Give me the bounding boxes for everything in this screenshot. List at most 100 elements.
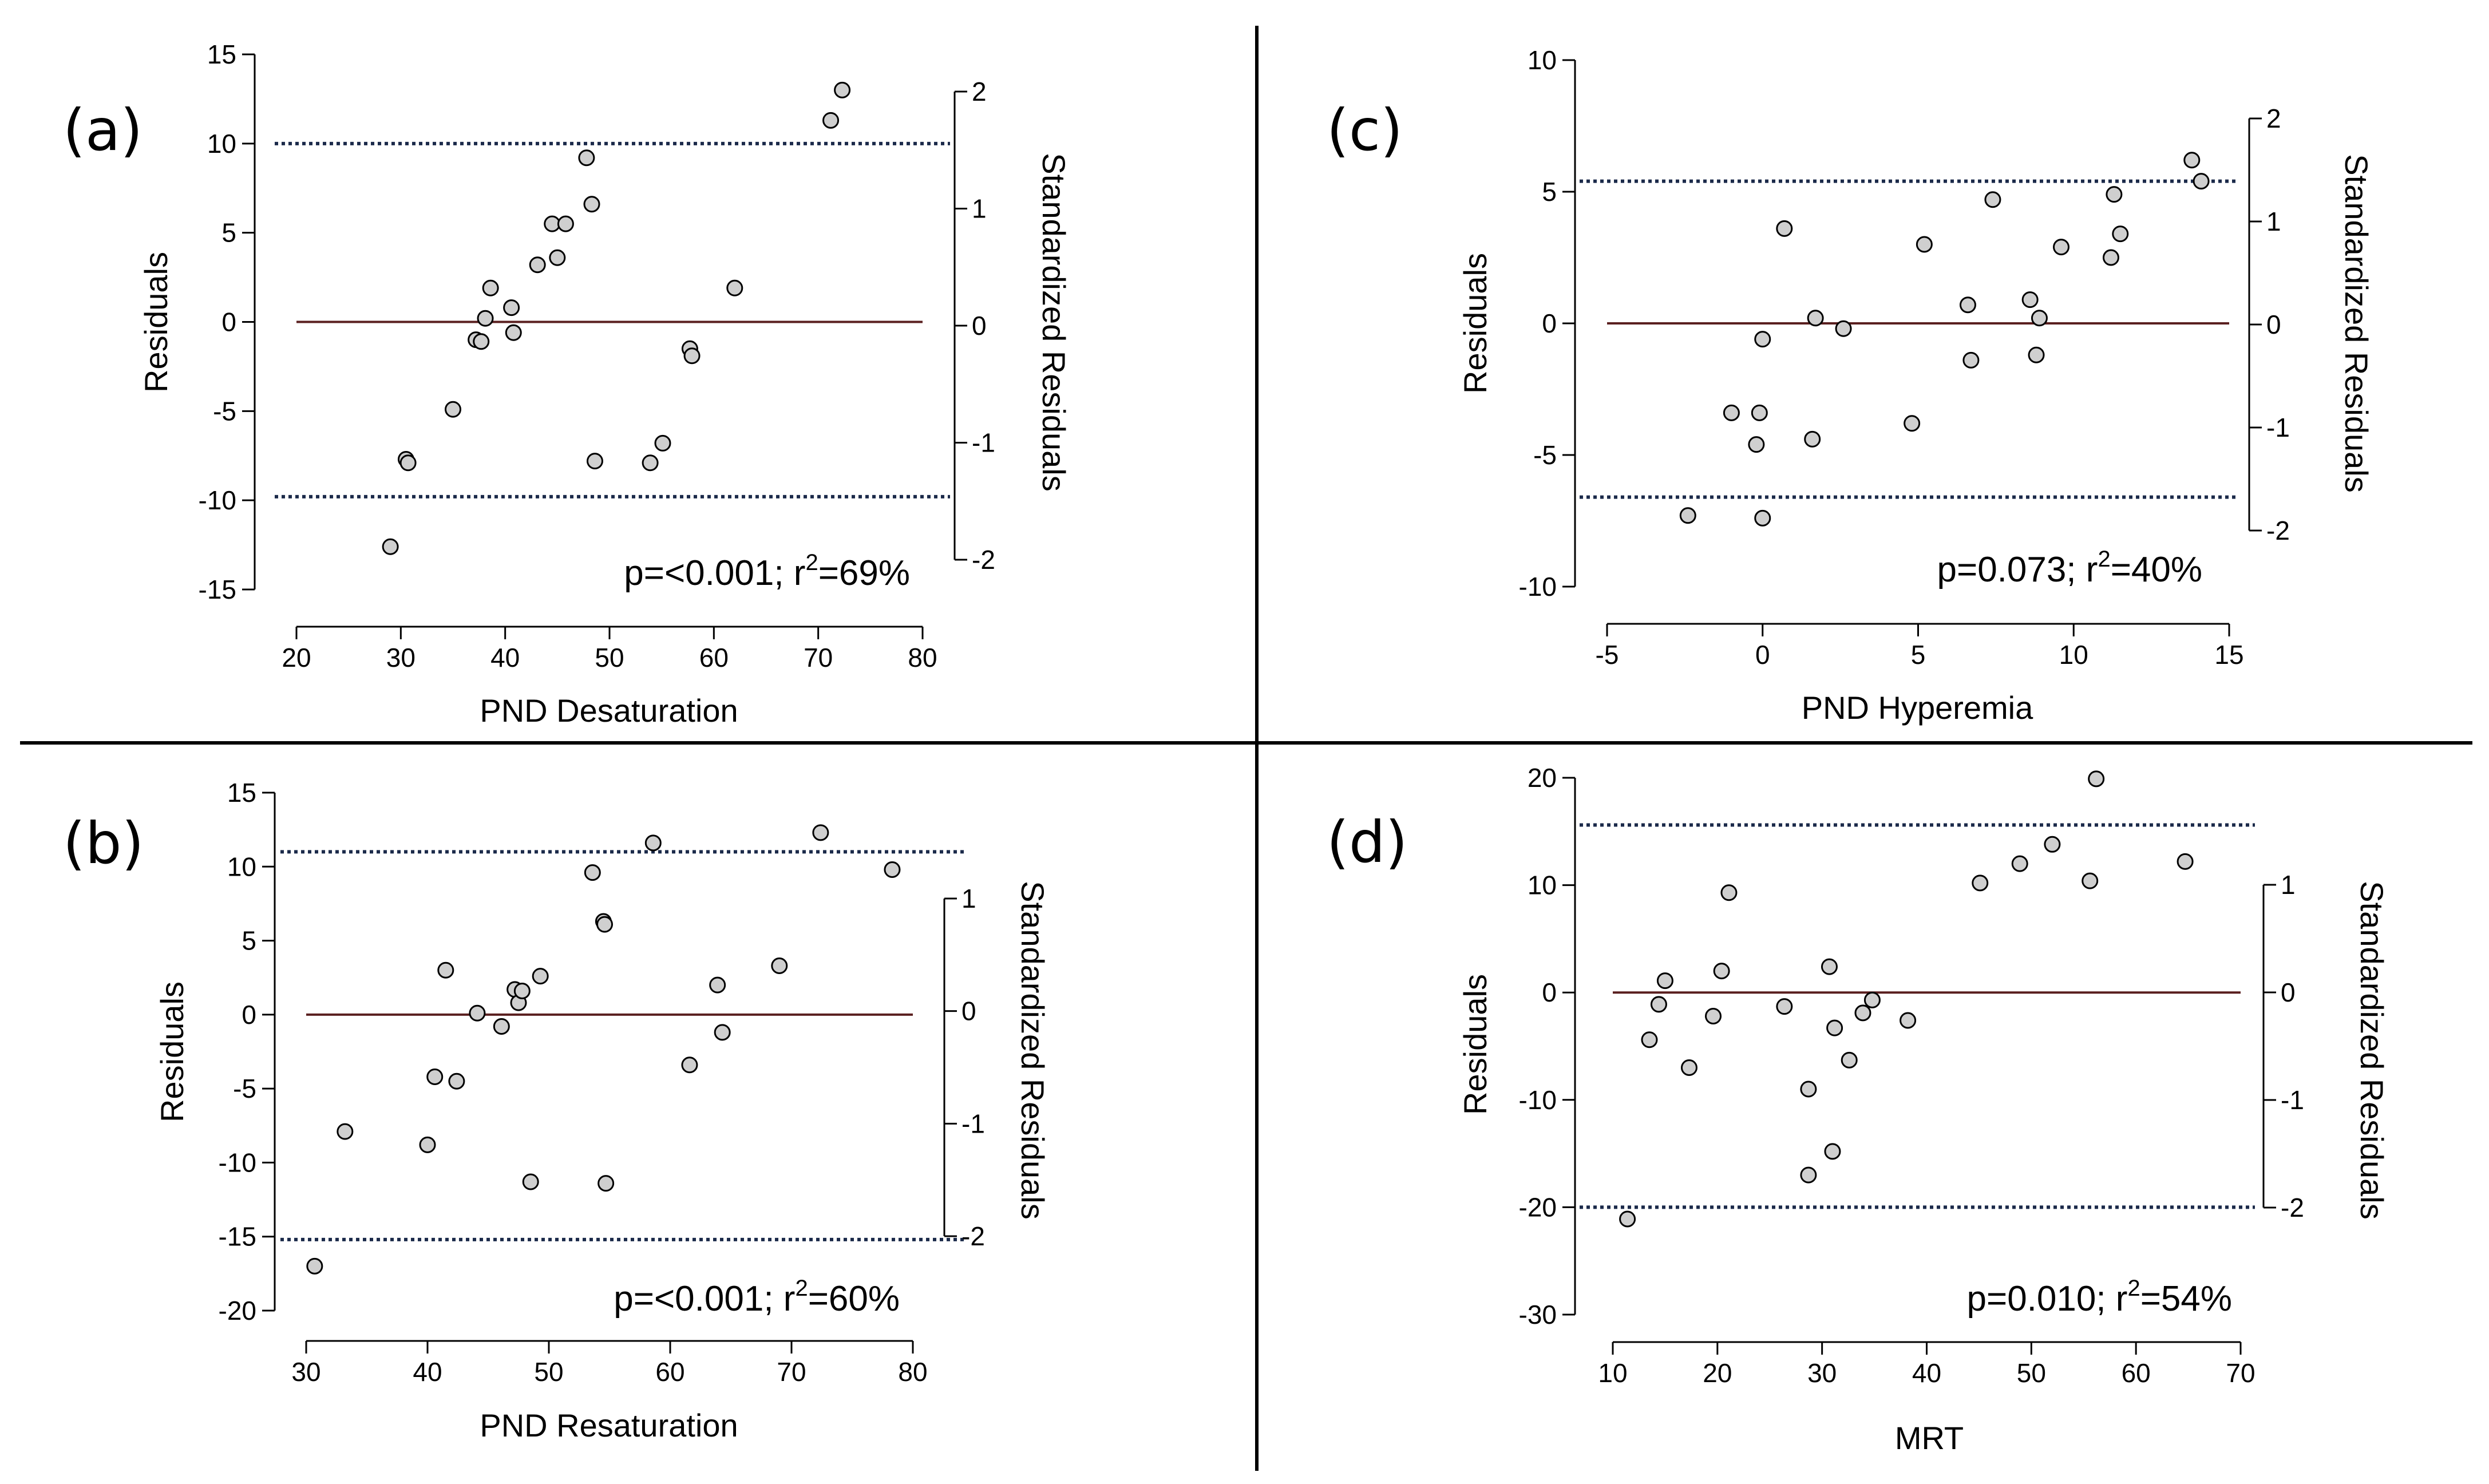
panel-b-data-point: [812, 824, 829, 841]
panel-c-y2-label: Standardized Residuals: [2338, 154, 2375, 492]
panel-b-data-point: [709, 976, 726, 994]
panel-d-data-point: [1641, 1031, 1658, 1048]
panel-b-right-axis: -2 -1 0 1: [943, 884, 985, 1251]
panel-b-data-point: [884, 861, 901, 878]
panel-c-xtick-label: 15: [2214, 640, 2243, 670]
panel-b-xtick-label: 60: [655, 1357, 684, 1387]
panel-b-ytick-label: 10: [227, 852, 256, 881]
panel-c-data-point: [2053, 239, 2070, 256]
panel-b-data-point: [419, 1136, 436, 1153]
panel-d-data-point: [1900, 1012, 1917, 1029]
panel-d-data-point: [1854, 1004, 1871, 1022]
panel-c-left-axis: -10 -5 0 5 10: [1519, 45, 1576, 601]
panel-d-data-point: [2177, 853, 2194, 870]
panel-c-xtick-label: -5: [1596, 640, 1619, 670]
panel-d-x-label: MRT: [1895, 1420, 1964, 1456]
panel-a-data-point: [382, 538, 399, 555]
panel-a-ytick-label: -5: [213, 396, 236, 426]
panel-b-stat-sup: 2: [795, 1276, 808, 1301]
panel-c-data-point: [1748, 436, 1765, 453]
panel-c-points: [1679, 152, 2210, 527]
panel-a-y2tick-label: -2: [972, 545, 995, 575]
panel-c-y2tick-label: -1: [2266, 413, 2290, 442]
panel-a-left-axis: -15 -10 -5 0 5 10 15: [199, 39, 256, 604]
panel-b-ytick-label: -5: [233, 1074, 256, 1103]
panel-c-stat-p: p=0.073; r: [1937, 550, 2098, 589]
panel-a-y2tick-label: 1: [972, 194, 987, 224]
panel-a-data-point: [503, 299, 520, 316]
panel-c-y2tick-label: -2: [2266, 516, 2290, 545]
panel-a-data-point: [586, 453, 603, 470]
panel-d-y2tick-label: -2: [2281, 1193, 2304, 1222]
panel-c-data-point: [1776, 220, 1793, 237]
panel-b-y-label: Residuals: [154, 982, 190, 1122]
panel-c-right-axis: -2 -1 0 1 2: [2248, 104, 2290, 545]
panel-b-data-point: [437, 961, 454, 979]
panel-c-ytick-label: 10: [1528, 45, 1557, 75]
panel-d-data-point: [1705, 1007, 1722, 1024]
panel-a-y2-label: Standardized Residuals: [1036, 153, 1072, 491]
panel-d-stat-r: =54%: [2140, 1279, 2232, 1319]
panel-a-data-point: [654, 434, 671, 452]
panel-d-data-point: [1680, 1059, 1697, 1077]
panel-d-data-point: [1826, 1019, 1843, 1036]
panel-c-data-point: [2031, 310, 2048, 327]
panel-a-stat-r: =69%: [818, 553, 910, 593]
panel-b-data-point: [493, 1018, 510, 1035]
panel-a-points: [382, 81, 851, 555]
panel-b-xtick-label: 50: [534, 1357, 563, 1387]
panel-a-xtick-label: 40: [490, 643, 520, 672]
panel-c-y2tick-label: 2: [2266, 104, 2281, 133]
panel-b-ytick-label: 15: [227, 778, 256, 808]
panel-a-xtick-label: 30: [386, 643, 416, 672]
panel-b-y2tick-label: -1: [961, 1109, 985, 1138]
panel-d-left-axis: -30 -20 -10 0 10 20: [1519, 763, 1576, 1329]
panel-c-data-point: [1754, 509, 1771, 527]
panel-b-data-point: [337, 1123, 354, 1140]
panel-c-data-point: [1904, 415, 1921, 432]
panel-d-y2-label: Standardized Residuals: [2354, 881, 2390, 1219]
panel-a-data-point: [482, 279, 499, 296]
panel-a-data-point: [557, 215, 574, 232]
panel-d-data-point: [1619, 1210, 1636, 1228]
panel-d-data-point: [1776, 998, 1793, 1015]
panel-a-data-point: [477, 310, 494, 327]
panel-b-ytick-label: 5: [242, 926, 256, 956]
panel-b-data-point: [532, 968, 549, 985]
panel-c-label: (c): [1327, 97, 1403, 164]
panel-d-xtick-label: 70: [2226, 1358, 2255, 1388]
panel-b-y2tick-label: -2: [961, 1221, 985, 1251]
panel-a-y2tick-label: -1: [972, 428, 995, 458]
panel-d-label: (d): [1327, 809, 1408, 876]
panel-c-data-point: [2112, 225, 2129, 243]
panel-d-ytick-label: 20: [1528, 763, 1557, 793]
panel-c-xtick-label: 5: [1911, 640, 1926, 670]
panel-b-xtick-label: 70: [777, 1357, 806, 1387]
panel-b-left-axis: -20 -15 -10 -5 0 5 10 15: [219, 778, 276, 1325]
panel-d-ytick-label: -30: [1519, 1300, 1557, 1329]
panel-d-data-point: [1824, 1143, 1841, 1160]
panel-d-xtick-label: 20: [1703, 1358, 1732, 1388]
panel-d-data-point: [1821, 958, 1838, 975]
panel-c-y-label: Residuals: [1457, 253, 1493, 394]
panel-d-points: [1619, 770, 2194, 1228]
panel-a-data-point: [529, 256, 546, 274]
panel-d-ytick-label: -10: [1519, 1085, 1557, 1115]
panel-b-data-point: [469, 1004, 486, 1022]
panel-d-limit-lines: [1580, 823, 2255, 1209]
panel-d-xtick-label: 10: [1598, 1358, 1627, 1388]
panel-c-data-point: [1984, 191, 2001, 208]
panel-d-stat: p=0.010; r2=54%: [1967, 1276, 2233, 1319]
panel-b-data-point: [596, 916, 614, 933]
panel-b-limit-lines: [280, 850, 967, 1241]
panel-c-data-point: [2183, 152, 2201, 169]
panel-d-data-point: [1720, 884, 1738, 901]
panel-a-data-point: [549, 249, 566, 266]
panel-c-data-point: [1835, 320, 1852, 337]
panel-c-stat: p=0.073; r2=40%: [1937, 547, 2203, 589]
panel-d-xtick-label: 50: [2017, 1358, 2046, 1388]
